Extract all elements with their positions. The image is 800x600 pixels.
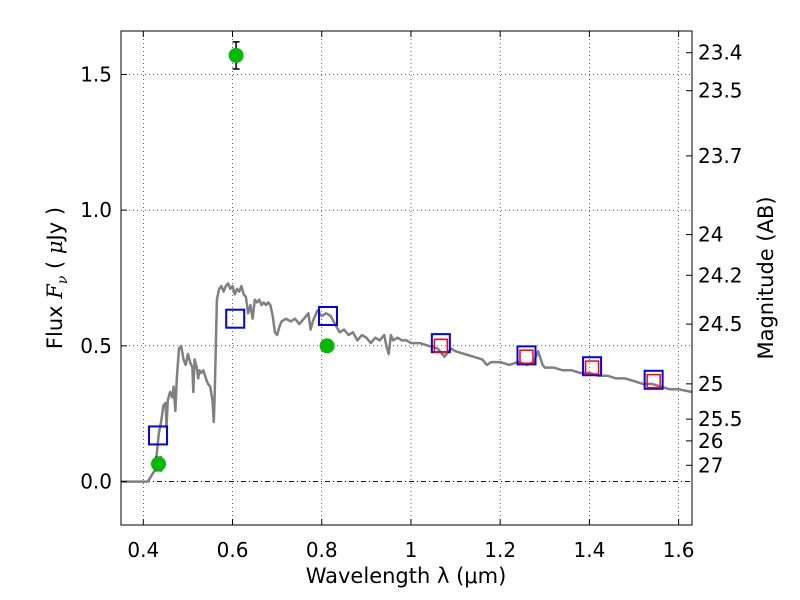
red-square-marker xyxy=(433,338,449,354)
y-axis-label: Flux Fν ( μJy ) xyxy=(43,207,71,349)
right-tick-label: 24 xyxy=(698,223,723,247)
x-axis: 0.4 0.6 0.8 1 1.2 1.4 1.6 xyxy=(127,31,695,562)
red-square-marker xyxy=(646,373,661,389)
x-axis-label: Wavelength λ (μm) xyxy=(306,564,507,588)
red-square-marker xyxy=(519,349,534,364)
blue-square-marker xyxy=(317,306,338,326)
observed-flux-point xyxy=(228,47,244,63)
blue-square-marker xyxy=(582,356,603,377)
right-tick-label: 25.5 xyxy=(698,407,743,431)
red-square-marker xyxy=(584,360,600,375)
y-tick-label: 1.0 xyxy=(80,198,112,222)
blue-square-marker xyxy=(643,369,664,390)
blue-square-marker xyxy=(516,345,537,366)
observed-flux-point xyxy=(150,456,166,472)
right-tick-label: 27 xyxy=(698,453,723,477)
right-tick-label: 24.5 xyxy=(698,312,743,336)
blue-square-marker xyxy=(148,425,169,446)
x-tick-label: 1.4 xyxy=(573,538,605,562)
observed-flux-point xyxy=(319,338,335,354)
x-tick-label: 1.6 xyxy=(663,538,695,562)
x-tick-label: 1 xyxy=(405,538,418,562)
x-tick-label: 0.4 xyxy=(127,538,159,562)
blue-square-marker xyxy=(225,308,246,329)
plot-background xyxy=(121,31,692,525)
x-tick-label: 0.8 xyxy=(306,538,338,562)
x-tick-label: 1.2 xyxy=(484,538,516,562)
series-layer xyxy=(121,41,693,483)
right-tick-label: 24.2 xyxy=(698,263,743,287)
model-spectrum-line xyxy=(121,282,693,483)
plot-frame xyxy=(120,30,693,526)
x-tick-label: 0.6 xyxy=(217,538,249,562)
y-tick-label: 1.5 xyxy=(80,62,112,86)
right-tick-label: 23.7 xyxy=(698,144,743,168)
y-tick-label: 0.5 xyxy=(80,334,112,358)
y-axis-right-label: Magnitude (AB) xyxy=(754,196,778,359)
right-tick-label: 23.5 xyxy=(698,79,743,103)
y-axis-left: 0.0 0.5 1.0 1.5 xyxy=(80,62,127,494)
right-tick-label: 26 xyxy=(698,429,723,453)
right-tick-label: 25 xyxy=(698,372,723,396)
right-tick-label: 23.4 xyxy=(698,41,743,65)
y-tick-label: 0.0 xyxy=(80,470,112,494)
